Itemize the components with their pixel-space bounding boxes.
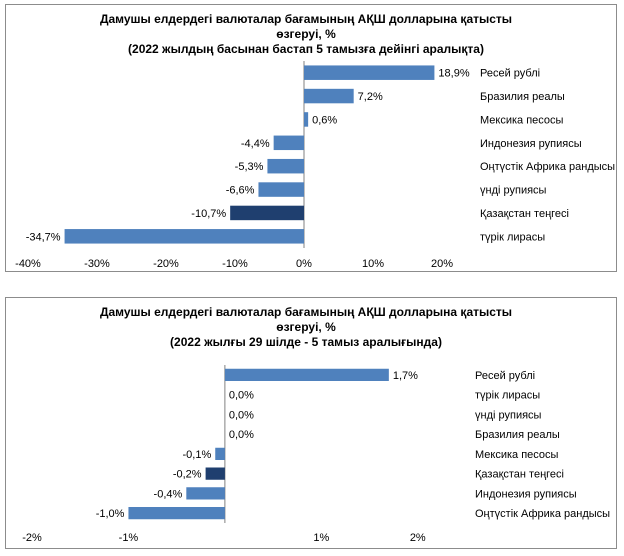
value-label: -6,6% (226, 185, 255, 197)
chart-title-line: (2022 жылғы 29 шілде - 5 тамыз аралығынд… (170, 335, 442, 349)
category-label: түрік лирасы (475, 390, 540, 402)
bar (205, 467, 225, 480)
value-label: 1,7% (393, 370, 418, 382)
value-label: -4,4% (241, 138, 270, 150)
bar-chart-week: 1,7% Ресей рублі 0,0% түрік лирасы 0,0% үнді … (22, 365, 610, 544)
category-label: Бразилия реалы (475, 429, 560, 441)
x-tick-label: -40% (15, 258, 41, 270)
x-tick-label: 0% (296, 258, 312, 270)
value-label: 7,2% (358, 91, 383, 103)
bar (128, 507, 225, 520)
bar (230, 205, 304, 221)
chart-title: Дамушы елдердегі валюталар бағамының АҚШ… (46, 305, 566, 350)
chart-title-line: өзгеруі, % (276, 320, 336, 334)
chart-title: Дамушы елдердегі валюталар бағамының АҚШ… (46, 12, 566, 57)
value-label: -0,4% (154, 488, 183, 500)
bar (258, 182, 304, 197)
value-label: 0,0% (229, 429, 254, 441)
bar (64, 229, 304, 244)
category-label: үнді рупиясы (480, 185, 547, 197)
x-tick-label: -2% (22, 532, 42, 544)
value-label: -0,2% (173, 469, 202, 481)
bar (267, 158, 304, 174)
category-label: Ресей рублі (475, 370, 535, 382)
chart-title-line: Дамушы елдердегі валюталар бағамының АҚШ… (99, 12, 513, 26)
value-label: 0,6% (312, 114, 337, 126)
x-tick-label: -1% (119, 532, 139, 544)
value-label: -0,1% (182, 449, 211, 461)
x-tick-label: 20% (431, 258, 453, 270)
bar (304, 112, 309, 127)
chart-title-line: (2022 жылдың басынан бастап 5 тамызға де… (128, 42, 484, 56)
category-label: түрік лирасы (480, 231, 545, 243)
bar (224, 368, 389, 381)
chart-title-line: Дамушы елдердегі валюталар бағамының АҚШ… (99, 305, 513, 319)
value-label: -1,0% (96, 508, 125, 520)
x-tick-label: -10% (222, 258, 248, 270)
chart-panel-ytd: Дамушы елдердегі валюталар бағамының АҚШ… (5, 4, 617, 272)
x-tick-label: 2% (410, 532, 426, 544)
chart-title-line: өзгеруі, % (276, 27, 336, 41)
bar (304, 65, 435, 80)
category-label: Оңтүстік Африка рандысы (475, 508, 610, 520)
category-label: Мексика песосы (480, 114, 564, 126)
x-tick-label: -20% (153, 258, 179, 270)
value-label: -34,7% (26, 231, 61, 243)
chart-panel-week: Дамушы елдердегі валюталар бағамының АҚШ… (5, 297, 617, 549)
value-label: 0,0% (229, 409, 254, 421)
category-label: Қазақстан теңгесі (480, 208, 569, 220)
category-label: Индонезия рупиясы (480, 138, 582, 150)
bar (304, 88, 354, 104)
category-label: үнді рупиясы (475, 409, 542, 421)
x-tick-label: -30% (84, 258, 110, 270)
value-label: 18,9% (438, 68, 469, 80)
category-label: Ресей рублі (480, 68, 540, 80)
x-tick-label: 10% (362, 258, 384, 270)
category-label: Оңтүстік Африка рандысы (480, 161, 615, 173)
x-tick-label: 1% (313, 532, 329, 544)
bar-chart-ytd: 18,9% Ресей рублі 7,2% Бразилия реалы 0,6% Ме… (15, 61, 615, 270)
category-label: Индонезия рупиясы (475, 488, 577, 500)
category-label: Мексика песосы (475, 449, 559, 461)
value-label: -10,7% (191, 208, 226, 220)
value-label: 0,0% (229, 390, 254, 402)
category-label: Қазақстан теңгесі (475, 469, 564, 481)
bar (273, 135, 304, 151)
category-label: Бразилия реалы (480, 91, 565, 103)
bar (186, 487, 225, 500)
bar (215, 447, 225, 460)
value-label: -5,3% (235, 161, 264, 173)
